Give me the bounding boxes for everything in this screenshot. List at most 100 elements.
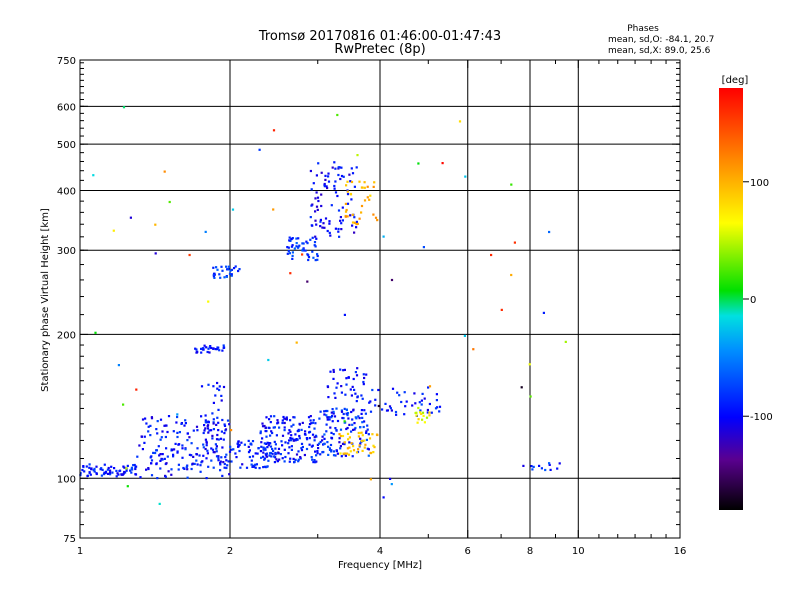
data-point	[254, 463, 257, 466]
data-point	[289, 457, 292, 460]
data-point	[150, 462, 153, 465]
data-point	[230, 274, 233, 277]
data-point	[350, 167, 353, 170]
data-point	[184, 419, 187, 422]
data-point	[332, 450, 336, 453]
data-point	[170, 473, 173, 476]
data-point	[301, 249, 304, 252]
data-point	[227, 460, 230, 463]
data-point	[368, 437, 372, 440]
data-point	[161, 453, 164, 456]
data-point	[362, 380, 365, 384]
data-point	[301, 445, 304, 449]
data-point	[325, 185, 328, 188]
data-point	[348, 446, 351, 449]
data-point	[382, 235, 385, 238]
data-point	[288, 446, 291, 449]
data-point	[277, 452, 280, 455]
data-point	[182, 466, 185, 470]
data-point	[340, 409, 343, 412]
data-point	[111, 471, 114, 474]
data-point	[211, 434, 214, 437]
data-point	[329, 443, 333, 447]
data-point	[267, 459, 270, 462]
data-point	[315, 205, 319, 208]
data-point	[172, 455, 175, 458]
data-point	[510, 273, 513, 277]
data-point	[222, 385, 226, 389]
data-point	[413, 392, 416, 395]
data-point	[355, 220, 358, 223]
data-point	[126, 485, 129, 488]
data-point	[372, 444, 375, 447]
data-point	[186, 464, 189, 467]
data-point	[221, 474, 224, 477]
data-point	[369, 400, 372, 403]
data-point	[351, 213, 354, 216]
data-point	[240, 441, 243, 444]
data-point	[330, 204, 333, 207]
data-point	[323, 185, 326, 188]
data-point	[284, 455, 287, 459]
data-point	[390, 278, 394, 282]
data-point	[464, 175, 467, 178]
data-point	[243, 443, 246, 446]
data-point	[188, 436, 191, 439]
data-point	[217, 408, 220, 411]
data-point	[149, 424, 152, 427]
data-point	[342, 417, 345, 420]
data-point	[234, 452, 237, 455]
data-point	[381, 408, 384, 411]
data-point	[326, 416, 329, 419]
data-point	[186, 439, 189, 442]
data-point	[389, 477, 392, 480]
data-point	[353, 422, 356, 425]
data-point	[283, 460, 286, 463]
data-point	[154, 252, 157, 255]
data-point	[513, 241, 516, 244]
data-point	[271, 452, 274, 455]
data-point	[305, 447, 309, 451]
data-point	[350, 442, 353, 445]
data-point	[346, 447, 349, 450]
data-point	[419, 409, 422, 412]
data-point	[122, 465, 125, 468]
data-point	[236, 442, 239, 445]
data-point	[309, 415, 312, 418]
data-point	[150, 474, 154, 477]
data-point	[250, 459, 253, 462]
data-point	[297, 237, 300, 240]
data-point	[296, 246, 300, 249]
data-point	[361, 449, 364, 452]
data-point	[259, 430, 262, 433]
data-point	[366, 185, 369, 188]
data-point	[88, 463, 91, 466]
data-point	[362, 373, 365, 376]
y-tick-label: 500	[57, 140, 76, 151]
data-point	[176, 431, 179, 434]
data-point	[295, 453, 299, 456]
data-point	[428, 385, 432, 388]
data-point	[346, 452, 349, 455]
data-point	[104, 470, 108, 473]
data-point	[316, 450, 319, 453]
data-point	[159, 418, 163, 421]
data-point	[198, 454, 201, 457]
data-point	[285, 417, 288, 420]
data-point	[328, 222, 331, 225]
data-point	[358, 444, 361, 447]
data-point	[230, 268, 233, 271]
data-point	[88, 471, 91, 474]
data-point	[245, 466, 249, 469]
data-point	[191, 462, 194, 465]
data-point	[130, 471, 133, 474]
data-point	[298, 423, 301, 426]
data-point	[275, 434, 278, 437]
data-point	[140, 435, 143, 438]
data-point	[202, 454, 205, 457]
data-point	[371, 388, 374, 392]
data-point	[351, 423, 354, 426]
data-point	[319, 220, 322, 223]
data-point	[348, 423, 351, 426]
chart-title-line2: RwPretec (8p)	[334, 42, 425, 57]
